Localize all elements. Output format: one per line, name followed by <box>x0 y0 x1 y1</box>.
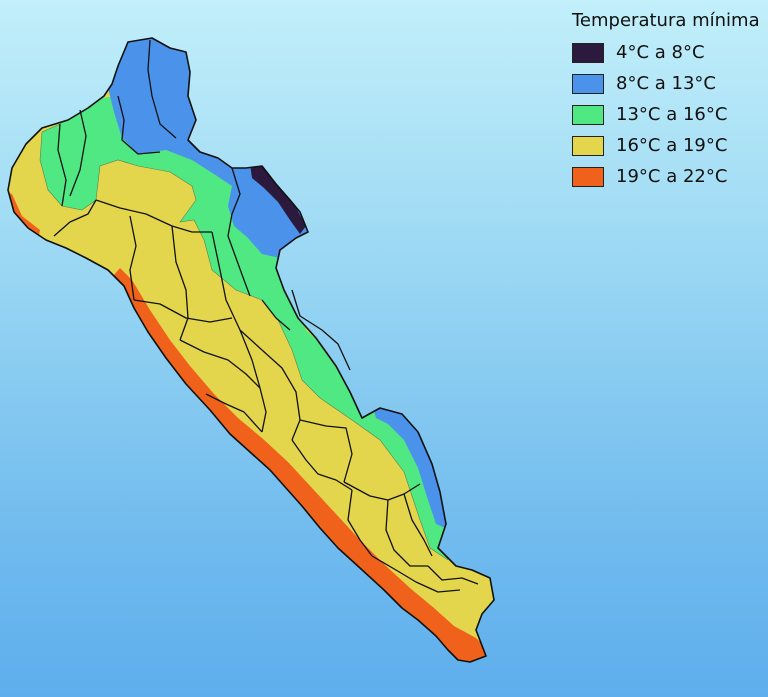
legend-swatch <box>572 73 604 94</box>
legend-label: 19°C a 22°C <box>616 166 728 187</box>
legend-item-13-16: 13°C a 16°C <box>572 99 762 130</box>
zone-8-13-east <box>372 404 450 530</box>
legend-swatch <box>572 135 604 156</box>
legend-item-8-13: 8°C a 13°C <box>572 68 762 99</box>
zone-4-8 <box>250 164 306 234</box>
legend-swatch <box>572 166 604 187</box>
legend-label: 4°C a 8°C <box>616 42 705 63</box>
legend-swatch <box>572 104 604 125</box>
municipal-boundaries <box>53 39 479 593</box>
legend-title: Temperatura mínima <box>572 10 760 31</box>
legend-label: 16°C a 19°C <box>616 135 728 156</box>
legend-label: 8°C a 13°C <box>616 73 716 94</box>
legend-label: 13°C a 16°C <box>616 104 728 125</box>
legend: Temperatura mínima 4°C a 8°C 8°C a 13°C … <box>572 10 762 192</box>
legend-item-16-19: 16°C a 19°C <box>572 130 762 161</box>
legend-item-19-22: 19°C a 22°C <box>572 161 762 192</box>
legend-swatch <box>572 42 604 63</box>
legend-item-4-8: 4°C a 8°C <box>572 37 762 68</box>
zone-19-22-coast <box>108 268 490 662</box>
